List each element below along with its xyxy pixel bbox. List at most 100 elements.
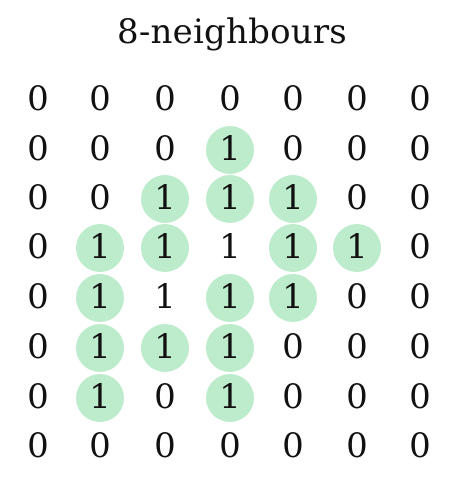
grid-cell: 0 (394, 372, 446, 424)
cell-value: 0 (282, 426, 304, 466)
cell-value: 0 (219, 79, 241, 119)
neighbour-highlight (76, 274, 124, 322)
cell-value: 0 (409, 277, 431, 317)
cell-value: 0 (409, 129, 431, 169)
cell-value: 0 (27, 79, 49, 119)
neighbour-highlight (269, 274, 317, 322)
neighbour-highlight (206, 126, 254, 174)
grid-cell: 1 (204, 372, 256, 424)
cell-value: 0 (346, 277, 368, 317)
neighbour-highlight (333, 224, 381, 272)
cell-value: 1 (154, 277, 176, 317)
grid-cell: 0 (139, 74, 191, 126)
cell-value: 0 (346, 79, 368, 119)
grid-cell: 0 (394, 421, 446, 473)
grid-cell: 1 (267, 173, 319, 225)
grid-cell: 0 (74, 74, 126, 126)
grid-cell: 1 (204, 173, 256, 225)
grid-cell: 0 (139, 372, 191, 424)
grid-cell: 1 (74, 222, 126, 274)
cell-value: 0 (219, 426, 241, 466)
grid-cell: 0 (331, 173, 383, 225)
cell-value: 0 (89, 79, 111, 119)
cell-value: 1 (282, 178, 304, 218)
cell-value: 1 (219, 327, 241, 367)
grid-cell: 0 (12, 124, 64, 176)
grid-cell: 0 (12, 372, 64, 424)
grid-cell: 0 (331, 124, 383, 176)
grid-cell: 1 (74, 272, 126, 324)
grid-cell: 1 (139, 272, 191, 324)
cell-value: 0 (154, 377, 176, 417)
cell-value: 0 (409, 327, 431, 367)
grid-cell: 0 (267, 124, 319, 176)
cell-value: 1 (219, 178, 241, 218)
grid-cell: 1 (267, 272, 319, 324)
grid-cell: 1 (139, 322, 191, 374)
grid-cell: 0 (204, 421, 256, 473)
cell-value: 1 (89, 377, 111, 417)
grid-cell: 0 (267, 74, 319, 126)
cell-value: 0 (27, 277, 49, 317)
grid-cell: 0 (12, 222, 64, 274)
cell-value: 0 (27, 327, 49, 367)
neighbour-highlight (76, 224, 124, 272)
cell-value: 0 (346, 377, 368, 417)
cell-value: 0 (409, 377, 431, 417)
neighbour-highlight (76, 324, 124, 372)
grid-cell: 0 (394, 222, 446, 274)
grid-cell: 0 (394, 322, 446, 374)
cell-value: 1 (219, 377, 241, 417)
cell-value: 1 (154, 227, 176, 267)
neighbour-highlight (141, 175, 189, 223)
grid-cell: 0 (394, 124, 446, 176)
cell-value: 0 (27, 377, 49, 417)
grid-cell: 0 (394, 173, 446, 225)
grid-cell: 0 (139, 421, 191, 473)
neighbour-highlight (206, 175, 254, 223)
grid-cell: 1 (204, 272, 256, 324)
cell-value: 1 (282, 277, 304, 317)
grid-cell: 0 (12, 74, 64, 126)
grid-cell: 1 (204, 222, 256, 274)
cell-value: 0 (282, 377, 304, 417)
grid-cell: 1 (74, 322, 126, 374)
grid-cell: 1 (331, 222, 383, 274)
grid-cell: 0 (74, 173, 126, 225)
cell-value: 0 (282, 327, 304, 367)
grid-cell: 0 (331, 74, 383, 126)
grid-cell: 1 (74, 372, 126, 424)
grid-cell: 0 (267, 372, 319, 424)
grid-cell: 1 (204, 124, 256, 176)
cell-value: 0 (154, 79, 176, 119)
cell-value: 0 (409, 426, 431, 466)
grid-cell: 1 (267, 222, 319, 274)
grid-cell: 0 (12, 322, 64, 374)
cell-value: 1 (154, 178, 176, 218)
cell-value: 0 (154, 426, 176, 466)
cell-value: 0 (154, 129, 176, 169)
cell-value: 1 (89, 327, 111, 367)
grid-cell: 0 (331, 322, 383, 374)
grid-cell: 0 (12, 173, 64, 225)
cell-value: 0 (282, 129, 304, 169)
cell-value: 0 (346, 129, 368, 169)
cell-value: 0 (409, 178, 431, 218)
grid-cell: 0 (12, 272, 64, 324)
grid-cell: 0 (204, 74, 256, 126)
grid-cell: 0 (12, 421, 64, 473)
cell-value: 1 (219, 129, 241, 169)
cell-value: 0 (27, 129, 49, 169)
grid-cell: 1 (139, 222, 191, 274)
cell-value: 0 (346, 426, 368, 466)
neighbour-highlight (206, 324, 254, 372)
cell-value: 1 (219, 277, 241, 317)
grid-cell: 0 (331, 272, 383, 324)
neighbour-highlight (269, 224, 317, 272)
grid-cell: 1 (204, 322, 256, 374)
grid-cell: 0 (139, 124, 191, 176)
cell-value: 0 (409, 79, 431, 119)
neighbour-highlight (76, 374, 124, 422)
grid-cell: 0 (74, 421, 126, 473)
